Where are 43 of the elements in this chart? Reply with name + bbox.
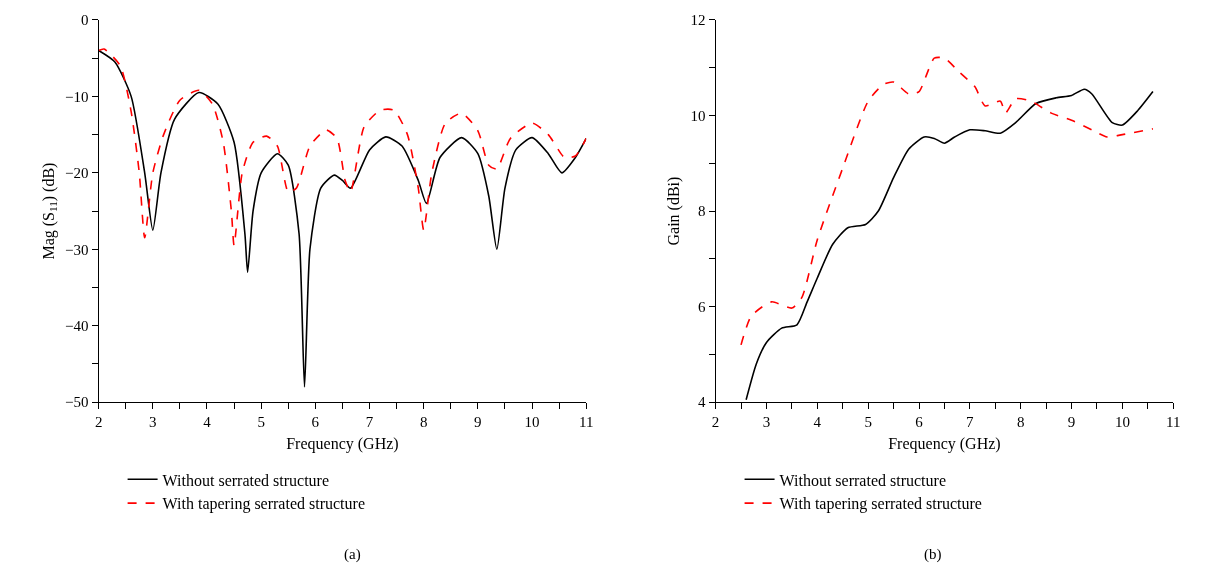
legend-label: With tapering serrated structure: [162, 495, 365, 514]
x-tick-label: 7: [365, 414, 374, 431]
line-series: [98, 48, 587, 247]
legend-label: Without serrated structure: [162, 471, 330, 489]
y-tick-label: 6: [698, 298, 707, 315]
x-tick-label: 3: [149, 414, 157, 431]
y-tick-label: −20: [65, 165, 89, 182]
y-tick-label: −50: [65, 394, 89, 411]
y-tick-label: −40: [65, 317, 89, 334]
x-axis-title: Frequency (GHz): [888, 434, 1001, 453]
x-tick-label: 11: [1166, 414, 1181, 431]
x-tick-label: 2: [711, 414, 720, 431]
y-axis-title: Gain (dBi): [665, 176, 684, 246]
y-tick-label: −10: [65, 88, 89, 105]
x-axis-title: Frequency (GHz): [286, 434, 399, 453]
x-tick-label: 6: [311, 414, 320, 431]
legend-label: With tapering serrated structure: [779, 495, 982, 514]
x-tick-label: 8: [419, 414, 428, 431]
x-tick-label: 4: [813, 414, 822, 431]
x-tick-label: 3: [762, 414, 771, 431]
x-tick-label: 8: [1016, 414, 1025, 431]
x-tick-label: 10: [524, 414, 540, 431]
legend-label: Without serrated structure: [779, 471, 946, 489]
text: (a): [344, 546, 361, 563]
x-tick-label: 2: [94, 414, 103, 431]
x-tick-label: 9: [474, 414, 482, 431]
x-tick-label: 7: [966, 414, 975, 431]
y-tick-label: 4: [698, 394, 707, 411]
x-tick-label: 4: [203, 414, 212, 431]
x-tick-label: 10: [1114, 414, 1130, 431]
x-tick-label: 11: [579, 414, 594, 431]
y-tick-label: 10: [690, 107, 706, 124]
x-tick-label: 5: [864, 414, 872, 431]
x-tick-label: 5: [257, 414, 265, 431]
y-tick-label: 12: [690, 12, 706, 29]
line-series: [740, 56, 1154, 346]
y-tick-label: −30: [65, 241, 89, 258]
text: (b): [924, 546, 942, 563]
x-tick-label: 9: [1067, 414, 1076, 431]
line-series: [745, 88, 1154, 401]
y-tick-label: 8: [698, 203, 706, 220]
x-tick-label: 6: [915, 414, 924, 431]
y-tick-label: 0: [81, 12, 89, 29]
